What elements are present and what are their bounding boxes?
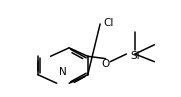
- Text: N: N: [59, 68, 67, 78]
- Text: Si: Si: [130, 51, 140, 61]
- Text: O: O: [101, 59, 110, 69]
- Text: Cl: Cl: [103, 18, 114, 28]
